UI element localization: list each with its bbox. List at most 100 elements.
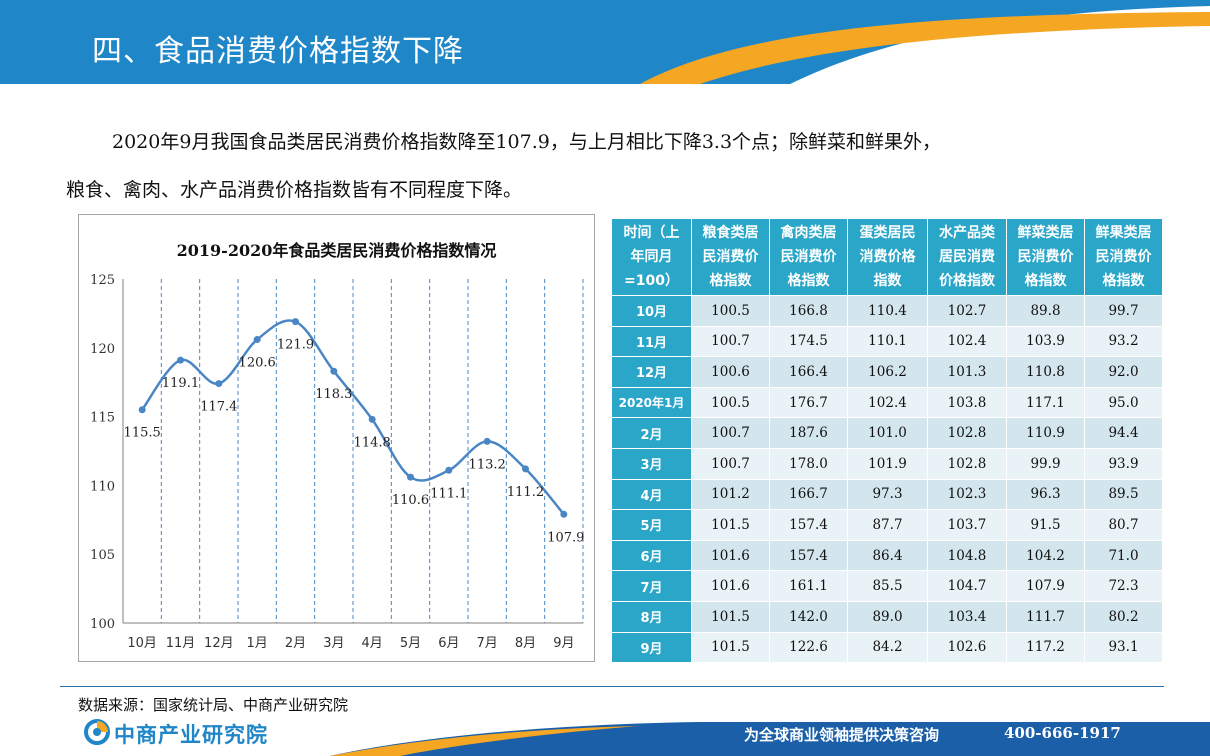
- table-row-month: 6月: [611, 539, 692, 572]
- table-row: 2月 100.7 187.6 101.0 102.8 110.9 94.4: [611, 417, 1163, 449]
- table-cell: 100.6: [691, 356, 770, 388]
- table-cell: 85.5: [847, 570, 928, 602]
- brand-name: 中商产业研究院: [114, 723, 268, 747]
- table-cell: 122.6: [769, 631, 848, 664]
- brand-logo-icon: [84, 719, 110, 745]
- x-tick-label: 6月: [438, 636, 459, 651]
- table-cell: 92.0: [1084, 356, 1163, 388]
- y-tick-label: 100: [90, 617, 115, 632]
- table-cell: 80.7: [1084, 509, 1163, 541]
- table-row-month: 5月: [611, 509, 692, 541]
- table-cell: 102.4: [927, 325, 1007, 358]
- table-header-text: 居民消费: [939, 249, 995, 265]
- table-cell: 103.4: [927, 600, 1007, 633]
- table-header-text: 价格指数: [939, 273, 995, 289]
- table-cell: 117.1: [1006, 386, 1085, 419]
- table-row: 7月 101.6 161.1 85.5 104.7 107.9 72.3: [611, 570, 1163, 602]
- table-header-cell: 时间（上 年同月 =100）: [611, 218, 692, 296]
- x-tick-label: 11月: [166, 636, 196, 651]
- table-row-month: 9月: [611, 631, 692, 664]
- x-tick-label: 10月: [127, 636, 157, 651]
- table-row: 6月 101.6 157.4 86.4 104.8 104.2 71.0: [611, 539, 1163, 572]
- table-row-month: 2月: [611, 417, 692, 449]
- table-cell: 102.8: [927, 417, 1007, 449]
- table-header-text: =100）: [624, 273, 679, 289]
- x-tick-label: 3月: [323, 636, 344, 651]
- table-cell: 111.7: [1006, 600, 1085, 633]
- chart-panel: 2019-2020年食品类居民消费价格指数情况 100 105 110 115 120 1…: [78, 214, 595, 662]
- table-header-text: 民消费价: [702, 249, 759, 265]
- table-header-cell: 水产品类 居民消费 价格指数: [927, 218, 1007, 296]
- table-cell: 101.9: [847, 447, 928, 480]
- table-row-month: 11月: [611, 325, 692, 358]
- table-header-cell: 蛋类居民 消费价格 指数: [847, 218, 928, 296]
- data-point: [292, 318, 299, 326]
- y-tick-label: 110: [90, 479, 115, 494]
- table-cell: 91.5: [1006, 509, 1085, 541]
- x-tick-label: 7月: [477, 636, 498, 651]
- data-label: 111.1: [430, 486, 467, 501]
- table-cell: 86.4: [847, 539, 928, 572]
- table-cell: 157.4: [769, 539, 848, 572]
- table-cell: 101.6: [691, 570, 770, 602]
- x-tick-label: 8月: [515, 636, 536, 651]
- table-cell: 100.5: [691, 386, 770, 419]
- table-row: 9月 101.5 122.6 84.2 102.6 117.2 93.1: [611, 631, 1163, 664]
- footer-divider: [60, 686, 1164, 687]
- table-cell: 99.7: [1084, 295, 1163, 327]
- table-header-cell: 禽肉类居 民消费价 格指数: [769, 218, 848, 296]
- table-header-text: 格指数: [1102, 273, 1145, 289]
- table-row-month: 4月: [611, 478, 692, 511]
- table-header-text: 格指数: [787, 273, 830, 289]
- table-cell: 104.7: [927, 570, 1007, 602]
- table-cell: 101.3: [927, 356, 1007, 388]
- data-point: [445, 466, 453, 474]
- data-label: 119.1: [162, 376, 199, 391]
- table-cell: 100.7: [691, 325, 770, 358]
- table-header-text: 鲜果类居: [1095, 225, 1152, 241]
- data-label: 117.4: [200, 400, 237, 415]
- table-cell: 101.0: [847, 417, 928, 449]
- table-cell: 100.7: [691, 417, 770, 449]
- table-cell: 110.4: [847, 295, 928, 327]
- x-tick-label: 5月: [400, 636, 421, 651]
- table-cell: 166.8: [769, 295, 848, 327]
- table-cell: 106.2: [847, 356, 928, 388]
- data-label: 107.9: [547, 530, 584, 545]
- footer-slogan: 为全球商业领袖提供决策咨询: [744, 726, 940, 744]
- cpi-table-panel: 时间（上 年同月 =100） 粮食类居 民消费价 格指数 禽肉类居 民消费价 格指数 蛋类居民 消费…: [611, 218, 1163, 664]
- table-cell: 101.2: [691, 478, 770, 511]
- data-point: [560, 510, 568, 518]
- table-cell: 102.4: [847, 386, 928, 419]
- table-header-row: 时间（上 年同月 =100） 粮食类居 民消费价 格指数 禽肉类居 民消费价 格指数 蛋类居民 消费…: [611, 218, 1163, 296]
- table-row: 8月 101.5 142.0 89.0 103.4 111.7 80.2: [611, 600, 1163, 633]
- table-row: 4月 101.2 166.7 97.3 102.3 96.3 89.5: [611, 478, 1163, 511]
- intro-paragraph: 2020年9月我国食品类居民消费价格指数降至107.9，与上月相比下降3.3个点…: [66, 118, 1146, 214]
- table-cell: 107.9: [1006, 570, 1085, 602]
- page-title: 四、食品消费价格指数下降: [92, 34, 464, 69]
- footer-phone: 400-666-1917: [1004, 724, 1121, 742]
- table-row-month: 3月: [611, 447, 692, 480]
- table-cell: 96.3: [1006, 478, 1085, 511]
- table-cell: 99.9: [1006, 447, 1085, 480]
- cpi-table: 时间（上 年同月 =100） 粮食类居 民消费价 格指数 禽肉类居 民消费价 格指数 蛋类居民 消费…: [611, 218, 1163, 664]
- table-cell: 100.7: [691, 447, 770, 480]
- table-row-month: 12月: [611, 356, 692, 388]
- table-cell: 102.7: [927, 295, 1007, 327]
- table-cell: 110.8: [1006, 356, 1085, 388]
- table-cell: 166.7: [769, 478, 848, 511]
- table-cell: 103.8: [927, 386, 1007, 419]
- intro-line-2: 粮食、禽肉、水产品消费价格指数皆有不同程度下降。: [66, 179, 523, 201]
- table-row-month: 7月: [611, 570, 692, 602]
- table-cell: 142.0: [769, 600, 848, 633]
- table-cell: 161.1: [769, 570, 848, 602]
- header-banner-shape: [0, 0, 1210, 84]
- y-tick-label: 120: [90, 342, 115, 357]
- table-header-text: 鲜菜类居: [1017, 225, 1074, 241]
- data-source: 数据来源：国家统计局、中商产业研究院: [78, 696, 349, 714]
- table-cell: 100.5: [691, 295, 770, 327]
- table-cell: 87.7: [847, 509, 928, 541]
- table-cell: 93.1: [1084, 631, 1163, 664]
- x-tick-label: 4月: [362, 636, 383, 651]
- table-cell: 101.5: [691, 631, 770, 664]
